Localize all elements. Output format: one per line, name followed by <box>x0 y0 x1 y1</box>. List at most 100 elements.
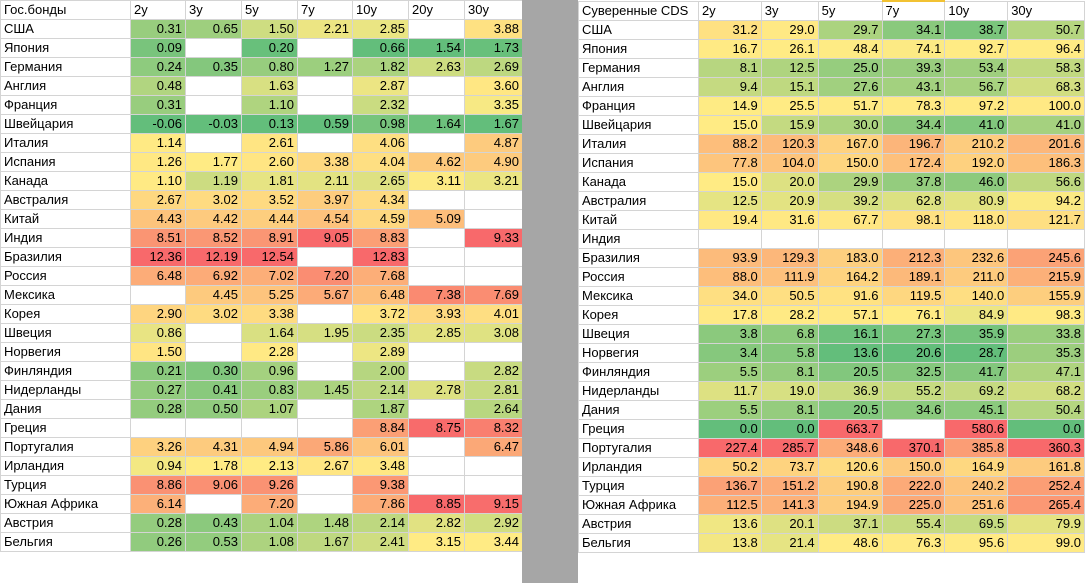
value-cell[interactable]: 0.53 <box>185 532 242 552</box>
value-cell[interactable]: 1.08 <box>241 532 298 552</box>
value-cell[interactable] <box>185 76 242 96</box>
country-cell[interactable]: Южная Африка <box>0 494 131 514</box>
value-cell[interactable] <box>881 229 946 249</box>
value-cell[interactable]: 0.0 <box>697 419 762 439</box>
country-cell[interactable]: Италия <box>578 134 699 154</box>
value-cell[interactable]: 2.82 <box>408 513 465 533</box>
value-cell[interactable] <box>944 229 1009 249</box>
country-cell[interactable]: Ирландия <box>0 456 131 476</box>
value-cell[interactable]: 13.6 <box>817 343 883 363</box>
value-cell[interactable]: 47.1 <box>1007 362 1085 382</box>
value-cell[interactable]: 73.7 <box>760 457 819 477</box>
value-cell[interactable]: 348.6 <box>817 438 883 458</box>
country-cell[interactable]: Испания <box>578 153 699 173</box>
value-cell[interactable]: 0.66 <box>352 38 409 58</box>
value-cell[interactable] <box>408 133 465 153</box>
value-cell[interactable]: 76.3 <box>881 533 946 553</box>
value-cell[interactable]: 17.8 <box>697 305 762 325</box>
value-cell[interactable]: 189.1 <box>881 267 946 287</box>
value-cell[interactable]: 3.52 <box>241 190 298 210</box>
value-cell[interactable]: 1.82 <box>352 57 409 77</box>
value-cell[interactable]: 9.06 <box>185 475 242 495</box>
value-cell[interactable]: 95.6 <box>944 533 1009 553</box>
value-cell[interactable]: 4.31 <box>185 437 242 457</box>
value-cell[interactable]: 76.1 <box>881 305 946 325</box>
value-cell[interactable] <box>297 361 353 381</box>
value-cell[interactable]: 1.64 <box>408 114 465 134</box>
value-cell[interactable]: 1.50 <box>130 342 186 362</box>
value-cell[interactable]: 8.75 <box>408 418 465 438</box>
value-cell[interactable]: 150.0 <box>881 457 946 477</box>
value-cell[interactable]: 0.98 <box>352 114 409 134</box>
value-cell[interactable]: 183.0 <box>817 248 883 268</box>
value-cell[interactable]: 6.47 <box>464 437 523 457</box>
value-cell[interactable]: 62.8 <box>881 191 946 211</box>
value-cell[interactable] <box>464 456 523 476</box>
country-cell[interactable]: Ирландия <box>578 457 699 477</box>
value-cell[interactable]: 50.5 <box>760 286 819 306</box>
country-cell[interactable]: Франция <box>578 96 699 116</box>
value-cell[interactable]: 385.8 <box>944 438 1009 458</box>
cds-column-header[interactable]: 10y <box>944 0 1009 21</box>
value-cell[interactable]: 68.2 <box>1007 381 1085 401</box>
value-cell[interactable]: 0.43 <box>185 513 242 533</box>
country-cell[interactable]: Бельгия <box>578 533 699 553</box>
value-cell[interactable]: 6.92 <box>185 266 242 286</box>
value-cell[interactable] <box>185 342 242 362</box>
value-cell[interactable]: 3.8 <box>697 324 762 344</box>
value-cell[interactable] <box>297 342 353 362</box>
value-cell[interactable]: 2.64 <box>464 399 523 419</box>
cds-column-header[interactable]: 2y <box>697 0 762 21</box>
value-cell[interactable]: 31.6 <box>760 210 819 230</box>
value-cell[interactable] <box>408 95 465 115</box>
value-cell[interactable]: 2.32 <box>352 95 409 115</box>
bonds-column-header[interactable]: 30y <box>464 0 523 20</box>
value-cell[interactable]: 164.2 <box>817 267 883 287</box>
value-cell[interactable]: 8.83 <box>352 228 409 248</box>
value-cell[interactable]: 80.9 <box>944 191 1009 211</box>
value-cell[interactable] <box>130 418 186 438</box>
value-cell[interactable]: 4.62 <box>408 152 465 172</box>
value-cell[interactable]: 1.14 <box>130 133 186 153</box>
value-cell[interactable]: 360.3 <box>1007 438 1085 458</box>
value-cell[interactable]: 150.0 <box>817 153 883 173</box>
value-cell[interactable]: 5.09 <box>408 209 465 229</box>
country-cell[interactable]: Бразилия <box>0 247 131 267</box>
country-cell[interactable]: Австралия <box>578 191 699 211</box>
country-cell[interactable]: Швеция <box>0 323 131 343</box>
value-cell[interactable]: 8.32 <box>464 418 523 438</box>
country-cell[interactable]: Мексика <box>0 285 131 305</box>
country-cell[interactable]: Бельгия <box>0 532 131 552</box>
value-cell[interactable]: 2.87 <box>352 76 409 96</box>
bonds-column-header[interactable]: 5y <box>241 0 298 20</box>
value-cell[interactable]: 3.11 <box>408 171 465 191</box>
country-cell[interactable]: Нидерланды <box>578 381 699 401</box>
value-cell[interactable] <box>464 475 523 495</box>
value-cell[interactable]: 111.9 <box>760 267 819 287</box>
country-cell[interactable]: Дания <box>578 400 699 420</box>
value-cell[interactable]: 4.42 <box>185 209 242 229</box>
value-cell[interactable]: 7.68 <box>352 266 409 286</box>
value-cell[interactable]: 2.92 <box>464 513 523 533</box>
value-cell[interactable]: 1.19 <box>185 171 242 191</box>
value-cell[interactable]: 215.9 <box>1007 267 1085 287</box>
value-cell[interactable]: 265.4 <box>1007 495 1085 515</box>
value-cell[interactable] <box>185 133 242 153</box>
value-cell[interactable]: 1.67 <box>297 532 353 552</box>
value-cell[interactable] <box>297 247 353 267</box>
value-cell[interactable]: 56.6 <box>1007 172 1085 192</box>
country-cell[interactable]: Бразилия <box>578 248 699 268</box>
cds-title[interactable]: Суверенные CDS <box>578 0 699 21</box>
value-cell[interactable]: 9.4 <box>697 77 762 97</box>
value-cell[interactable] <box>297 399 353 419</box>
bonds-column-header[interactable]: 10y <box>352 0 409 20</box>
value-cell[interactable]: 46.0 <box>944 172 1009 192</box>
value-cell[interactable]: 12.5 <box>760 58 819 78</box>
value-cell[interactable]: 1.54 <box>408 38 465 58</box>
value-cell[interactable]: 0.30 <box>185 361 242 381</box>
value-cell[interactable]: 98.1 <box>881 210 946 230</box>
value-cell[interactable]: 141.3 <box>760 495 819 515</box>
country-cell[interactable]: Южная Африка <box>578 495 699 515</box>
value-cell[interactable]: 1.48 <box>297 513 353 533</box>
value-cell[interactable]: 8.86 <box>130 475 186 495</box>
